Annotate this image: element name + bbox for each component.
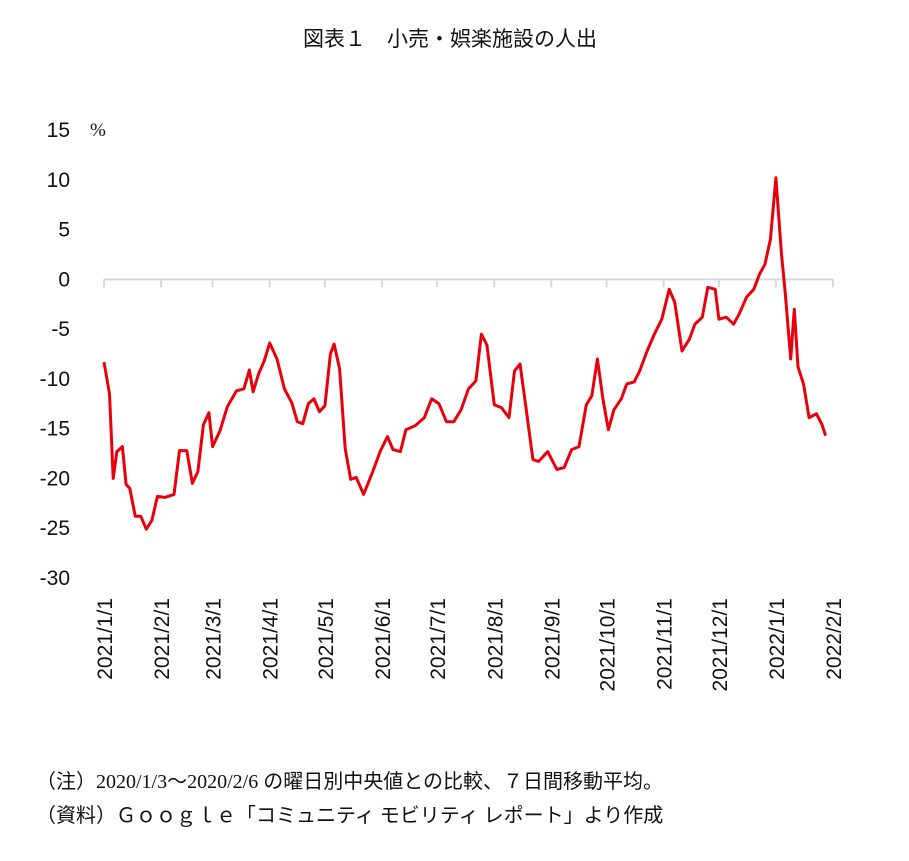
y-tick-label: -10: [40, 368, 70, 391]
y-tick-label: -20: [40, 467, 70, 490]
x-tick-label: 2021/7/1: [427, 598, 450, 680]
y-tick-label: 10: [47, 169, 70, 192]
data-line: [102, 176, 828, 531]
x-tick-label: 2021/3/1: [203, 598, 226, 680]
y-tick-label: -5: [51, 318, 70, 341]
x-tick-label: 2021/4/1: [260, 598, 283, 680]
x-tick-label: 2021/8/1: [484, 598, 507, 680]
y-tick-label: -25: [40, 517, 70, 540]
x-tick-label: 2021/9/1: [541, 598, 564, 680]
chart-title: 図表１ 小売・娯楽施設の人出: [303, 27, 597, 51]
y-unit: %: [90, 120, 106, 141]
x-tick-label: 2022/2/1: [823, 598, 846, 680]
x-tick-label: 2021/1/1: [94, 598, 117, 680]
x-tick-label: 2022/1/1: [766, 598, 789, 680]
note: （注）2020/1/3～2020/2/6 の曜日別中央値との比較、７日間移動平均…: [36, 770, 663, 793]
y-tick-label: 15: [47, 119, 70, 142]
x-tick-label: 2021/6/1: [372, 598, 395, 680]
source: （資料）Ｇｏｏｇｌｅ「コミュニティ モビリティ レポート」より作成: [36, 804, 663, 827]
y-tick-label: 0: [58, 268, 70, 291]
x-tick-label: 2021/12/1: [709, 598, 732, 691]
x-tick-label: 2021/10/1: [597, 598, 620, 691]
y-tick-label: 5: [58, 219, 70, 242]
y-tick-label: -30: [40, 567, 70, 590]
x-tick-label: 2021/2/1: [151, 598, 174, 680]
x-tick-label: 2021/5/1: [315, 598, 338, 680]
y-tick-label: -15: [40, 418, 70, 441]
x-tick-label: 2021/11/1: [654, 598, 677, 690]
